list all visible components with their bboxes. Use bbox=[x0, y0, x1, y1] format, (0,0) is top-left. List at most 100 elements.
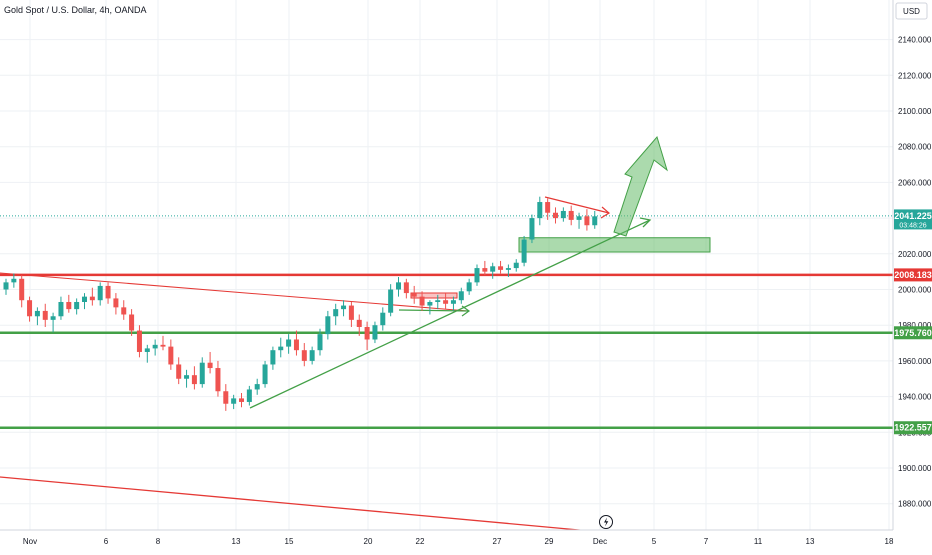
candle-body[interactable] bbox=[191, 375, 197, 385]
candle-body[interactable] bbox=[3, 282, 9, 290]
candle-body[interactable] bbox=[403, 282, 409, 294]
candle-body[interactable] bbox=[27, 300, 33, 317]
candle-body[interactable] bbox=[176, 364, 182, 379]
support-zone[interactable] bbox=[518, 237, 711, 253]
candle-body[interactable] bbox=[215, 368, 221, 392]
pennant-upper-line[interactable] bbox=[544, 196, 610, 214]
candle-body[interactable] bbox=[42, 310, 48, 320]
lightning-icon[interactable] bbox=[599, 515, 613, 529]
ascending-trendline-arrowhead bbox=[639, 217, 652, 228]
candle-body[interactable] bbox=[498, 266, 504, 270]
candle-body[interactable] bbox=[458, 291, 464, 301]
resistance-box[interactable] bbox=[410, 292, 458, 299]
candle-body[interactable] bbox=[113, 298, 119, 308]
time-tick-label: 8 bbox=[156, 537, 161, 546]
price-tick-label: 2020.000 bbox=[898, 250, 932, 259]
candle-body[interactable] bbox=[262, 364, 268, 385]
candle-body[interactable] bbox=[537, 202, 543, 219]
candle-body[interactable] bbox=[450, 300, 456, 304]
price-tick-label: 2100.000 bbox=[898, 107, 932, 116]
ascending-trendline[interactable] bbox=[249, 219, 651, 409]
candle-body[interactable] bbox=[82, 296, 87, 302]
candle-body[interactable] bbox=[270, 350, 276, 365]
time-tick-label: 11 bbox=[754, 537, 763, 546]
lower-channel-line[interactable] bbox=[0, 476, 591, 532]
candle-body[interactable] bbox=[356, 319, 362, 327]
candle-body[interactable] bbox=[482, 268, 488, 272]
candle-body[interactable] bbox=[380, 312, 386, 326]
candle-body[interactable] bbox=[293, 339, 299, 351]
candle-body[interactable] bbox=[592, 216, 598, 226]
candle-body[interactable] bbox=[74, 301, 80, 310]
candle-body[interactable] bbox=[427, 301, 433, 306]
candle-body[interactable] bbox=[333, 309, 339, 317]
candle-body[interactable] bbox=[490, 266, 496, 272]
drawing-layer bbox=[0, 135, 711, 532]
candle-body[interactable] bbox=[553, 212, 558, 219]
candle-body[interactable] bbox=[58, 301, 64, 317]
candle-body[interactable] bbox=[89, 296, 95, 301]
candle-body[interactable] bbox=[152, 344, 158, 349]
candle-body[interactable] bbox=[505, 268, 511, 270]
candle-body[interactable] bbox=[231, 398, 237, 404]
time-tick-label: Dec bbox=[593, 537, 607, 546]
candle-body[interactable] bbox=[325, 316, 331, 335]
candle-body[interactable] bbox=[199, 362, 205, 385]
candle-body[interactable] bbox=[411, 293, 417, 297]
candle-body[interactable] bbox=[207, 362, 213, 369]
candle-body[interactable] bbox=[286, 339, 292, 347]
candle-body[interactable] bbox=[474, 268, 480, 283]
candle-body[interactable] bbox=[568, 210, 574, 220]
candle-body[interactable] bbox=[584, 216, 590, 226]
candle-body[interactable] bbox=[317, 334, 323, 351]
candle-body[interactable] bbox=[545, 202, 551, 213]
candle-body[interactable] bbox=[341, 305, 347, 310]
candle-body[interactable] bbox=[121, 307, 127, 315]
candle-body[interactable] bbox=[66, 301, 72, 310]
candle-body[interactable] bbox=[254, 384, 260, 390]
time-axis-panel[interactable] bbox=[0, 530, 932, 550]
currency-button[interactable] bbox=[895, 2, 928, 20]
price-axis-panel[interactable] bbox=[893, 0, 932, 530]
candle-body[interactable] bbox=[246, 389, 252, 402]
candle-body[interactable] bbox=[160, 344, 166, 347]
candle-body[interactable] bbox=[388, 289, 394, 313]
candle-body[interactable] bbox=[144, 348, 150, 352]
bullish-projection-arrow[interactable] bbox=[613, 135, 668, 237]
candle-body[interactable] bbox=[348, 305, 354, 320]
candle-body[interactable] bbox=[560, 210, 566, 219]
candle-body[interactable] bbox=[97, 285, 103, 301]
candle-body[interactable] bbox=[529, 218, 535, 240]
price-tick-label: 1980.000 bbox=[898, 321, 932, 330]
candle-body[interactable] bbox=[129, 314, 135, 331]
candle-body[interactable] bbox=[435, 300, 441, 302]
candle-body[interactable] bbox=[466, 282, 472, 292]
candle-body[interactable] bbox=[372, 325, 378, 340]
candle-body[interactable] bbox=[239, 398, 244, 402]
candle-body[interactable] bbox=[278, 346, 284, 351]
candle-body[interactable] bbox=[50, 316, 56, 320]
candle-body[interactable] bbox=[19, 278, 25, 301]
candle-body[interactable] bbox=[364, 326, 370, 340]
price-tick-label: 2140.000 bbox=[898, 36, 932, 45]
candle-body[interactable] bbox=[11, 278, 17, 283]
candle-body[interactable] bbox=[34, 310, 40, 317]
last-price-label-bg bbox=[894, 209, 932, 230]
candle-body[interactable] bbox=[309, 350, 315, 361]
candle-body[interactable] bbox=[576, 216, 582, 220]
candle-layer[interactable] bbox=[3, 196, 598, 411]
candle-body[interactable] bbox=[168, 346, 174, 365]
candle-body[interactable] bbox=[301, 350, 307, 361]
candle-body[interactable] bbox=[396, 282, 401, 290]
candle-body[interactable] bbox=[443, 300, 449, 304]
time-tick-label: Nov bbox=[23, 537, 37, 546]
candle-body[interactable] bbox=[136, 330, 142, 352]
breakout-pointer-line[interactable] bbox=[398, 309, 469, 312]
candle-body[interactable] bbox=[184, 375, 190, 379]
candle-body[interactable] bbox=[513, 262, 519, 269]
candle-body[interactable] bbox=[223, 391, 229, 404]
candle-body[interactable] bbox=[105, 285, 111, 299]
candle-body[interactable] bbox=[521, 239, 527, 263]
candle-body[interactable] bbox=[419, 296, 425, 306]
